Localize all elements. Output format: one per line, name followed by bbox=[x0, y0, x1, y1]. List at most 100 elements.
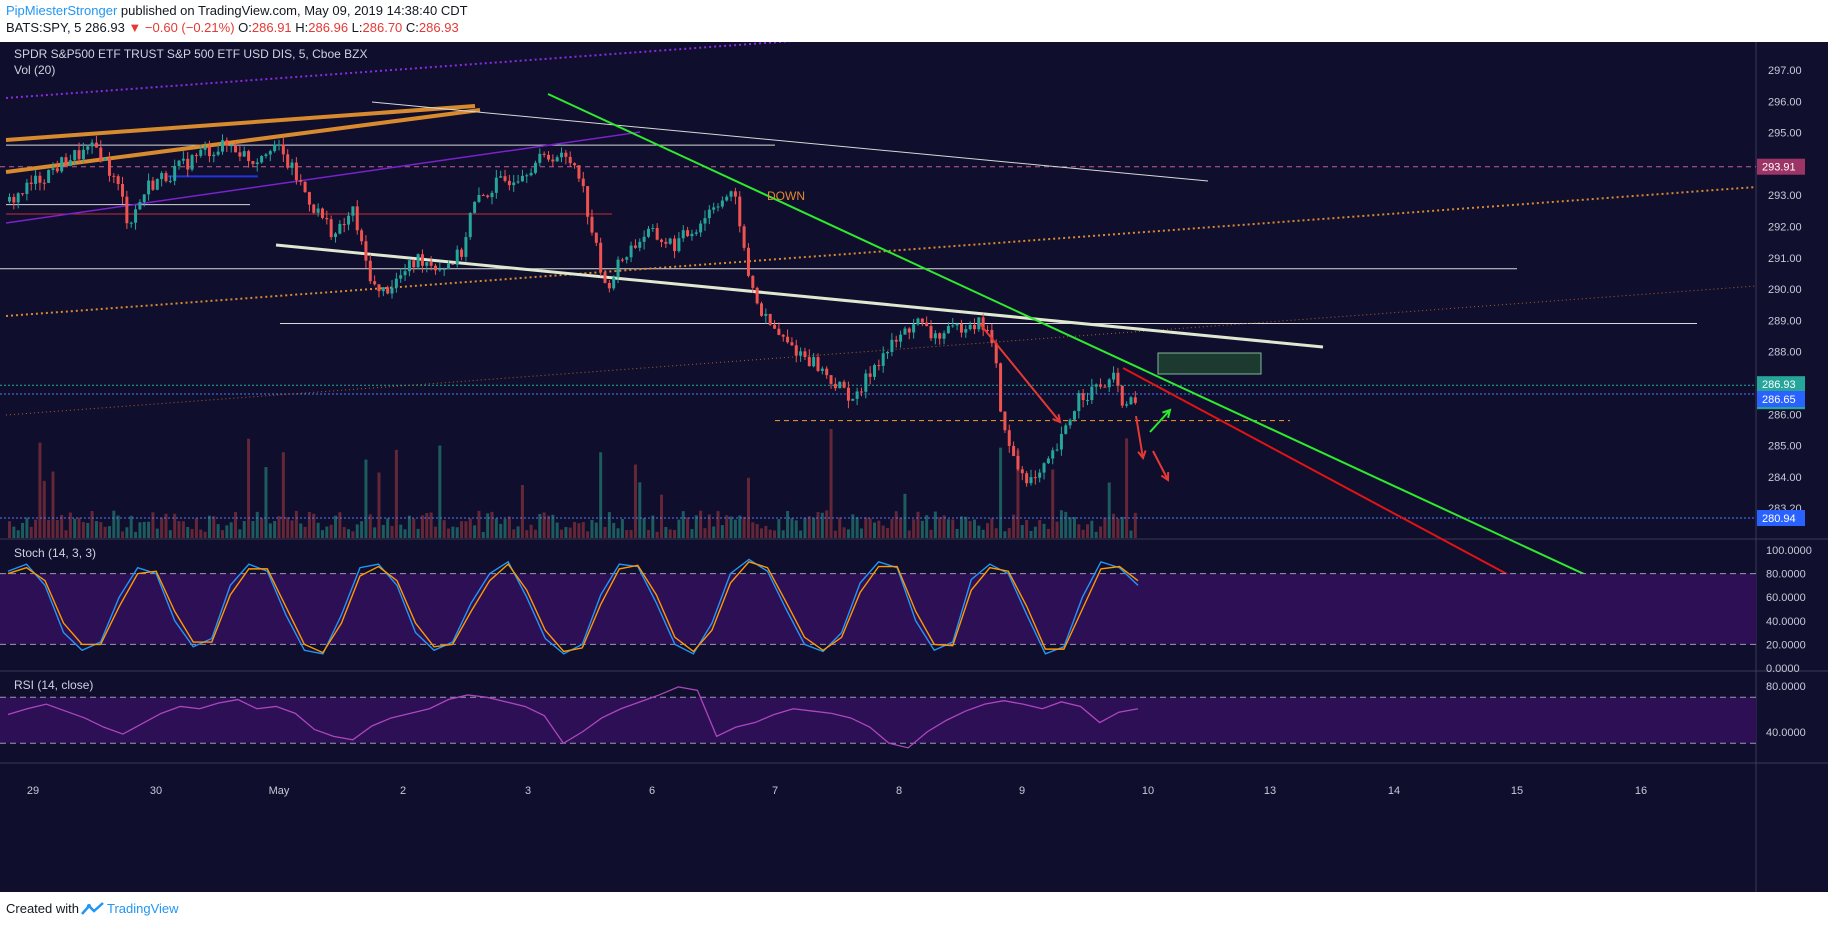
candle-series bbox=[8, 134, 1137, 487]
price-tick-label: 296.00 bbox=[1768, 96, 1802, 108]
candle-body bbox=[1033, 477, 1037, 479]
volume-bar bbox=[846, 529, 850, 538]
volume-bar bbox=[1094, 531, 1098, 538]
price-tag-bg bbox=[1757, 376, 1805, 393]
time-tick-label: 30 bbox=[150, 785, 162, 797]
candle-body bbox=[21, 193, 25, 195]
candle-body bbox=[1029, 477, 1033, 484]
candle-body bbox=[281, 144, 285, 155]
volume-bar bbox=[42, 480, 46, 538]
candle-body bbox=[1055, 449, 1059, 451]
candle-body bbox=[612, 277, 616, 289]
volume-bar bbox=[929, 529, 933, 538]
candle-body bbox=[859, 391, 863, 393]
volume-bar bbox=[138, 522, 142, 538]
high-value: 286.96 bbox=[308, 20, 349, 35]
candle-body bbox=[733, 191, 737, 197]
volume-bar bbox=[94, 521, 98, 538]
volume-bar bbox=[190, 528, 194, 538]
candle-body bbox=[373, 281, 377, 285]
candle-body bbox=[490, 192, 494, 198]
candle-body bbox=[433, 265, 437, 271]
volume-bar bbox=[1007, 528, 1011, 538]
candle-body bbox=[981, 317, 985, 330]
volume-bar bbox=[703, 528, 707, 538]
candle-body bbox=[286, 154, 290, 168]
candle-body bbox=[1081, 393, 1085, 401]
time-tick-label: 9 bbox=[1019, 785, 1025, 797]
candle-body bbox=[94, 142, 98, 148]
volume-bar bbox=[751, 522, 755, 538]
volume-bar bbox=[134, 531, 138, 538]
volume-bar bbox=[586, 531, 590, 538]
candle-body bbox=[155, 179, 159, 190]
volume-bar bbox=[429, 512, 433, 538]
volume-bar bbox=[568, 527, 572, 538]
candle-body bbox=[442, 268, 446, 270]
candle-body bbox=[377, 284, 381, 292]
candle-body bbox=[355, 206, 359, 231]
candle-body bbox=[777, 328, 781, 335]
stoch-band-fill bbox=[0, 573, 1756, 645]
candle-body bbox=[290, 162, 294, 168]
footer: Created with TradingView bbox=[6, 901, 179, 916]
price-tag-bg bbox=[1757, 510, 1805, 526]
candle-body bbox=[251, 161, 255, 164]
published-text: published on TradingView.com, May 09, 20… bbox=[120, 3, 468, 18]
candle-body bbox=[368, 260, 372, 282]
price-tick-label: 286.00 bbox=[1768, 409, 1802, 421]
candle-body bbox=[712, 207, 716, 210]
candle-body bbox=[160, 173, 164, 180]
volume-bar bbox=[507, 516, 511, 538]
time-tick-label: 29 bbox=[27, 785, 39, 797]
candle-body bbox=[103, 158, 107, 161]
candle-body bbox=[668, 238, 672, 244]
candle-body bbox=[486, 195, 490, 198]
chart-canvas[interactable]: 297.00296.00295.00294.00293.00292.00291.… bbox=[0, 42, 1828, 892]
candle-body bbox=[73, 150, 77, 161]
candle-body bbox=[703, 218, 707, 224]
candle-body bbox=[312, 204, 316, 213]
candle-body bbox=[646, 228, 650, 237]
candle-body bbox=[225, 140, 229, 146]
candle-body bbox=[407, 260, 411, 272]
candle-body bbox=[473, 201, 477, 213]
candle-body bbox=[520, 175, 524, 182]
candle-body bbox=[551, 159, 555, 162]
candle-body bbox=[121, 183, 125, 197]
volume-bar bbox=[1012, 514, 1016, 538]
stoch-tick-label: 40.0000 bbox=[1766, 616, 1806, 628]
volume-bar bbox=[1133, 512, 1137, 538]
rsi-label: RSI (14, close) bbox=[14, 678, 93, 692]
volume-bar bbox=[786, 511, 790, 538]
volume-bar bbox=[681, 511, 685, 538]
price-tag-label: 293.91 bbox=[1762, 162, 1796, 174]
volume-bar bbox=[307, 512, 311, 538]
candle-body bbox=[1007, 430, 1011, 446]
candle-body bbox=[1016, 455, 1020, 470]
volume-bar bbox=[273, 520, 277, 538]
volume-bar bbox=[21, 522, 25, 538]
candle-body bbox=[573, 163, 577, 166]
candle-body bbox=[620, 259, 624, 261]
volume-bar bbox=[533, 529, 537, 538]
volume-bar bbox=[425, 512, 429, 538]
candle-body bbox=[607, 282, 611, 289]
candle-body bbox=[55, 168, 59, 172]
volume-bar bbox=[581, 522, 585, 538]
volume-bar bbox=[951, 519, 955, 538]
tradingview-link[interactable]: TradingView bbox=[106, 901, 179, 916]
author-link[interactable]: PipMiesterStronger bbox=[6, 3, 118, 18]
volume-bar bbox=[516, 526, 520, 538]
down-annotation: DOWN bbox=[767, 189, 805, 203]
volume-bar bbox=[625, 529, 629, 538]
volume-bar bbox=[260, 518, 264, 538]
candle-body bbox=[1103, 386, 1107, 388]
volume-bar bbox=[121, 531, 125, 538]
volume-bar bbox=[525, 530, 529, 538]
volume-bar bbox=[573, 522, 577, 538]
candle-body bbox=[360, 230, 364, 242]
candle-body bbox=[977, 317, 981, 330]
volume-bar bbox=[234, 512, 238, 538]
volume-bar bbox=[781, 530, 785, 538]
